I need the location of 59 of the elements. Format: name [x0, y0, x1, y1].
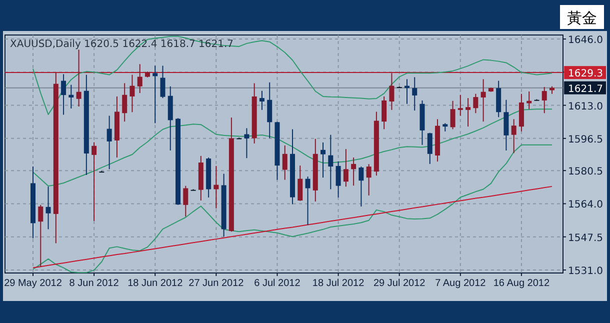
candlestick — [320, 142, 326, 178]
candlestick — [61, 74, 66, 116]
candlestick — [526, 90, 532, 110]
x-tick-label: 29 Jul 2012 — [373, 278, 426, 289]
y-tick-label: 1613.0 — [568, 101, 603, 112]
candlestick — [542, 86, 547, 114]
candlestick — [458, 94, 463, 116]
candlestick — [504, 99, 509, 151]
candlestick — [511, 118, 516, 154]
candlestick — [267, 82, 272, 139]
x-tick-label: 18 Jun 2012 — [128, 278, 184, 289]
candlestick — [76, 49, 82, 107]
candlestick — [305, 176, 310, 226]
candlestick — [473, 93, 478, 114]
candlestick — [214, 165, 219, 209]
candlestick — [336, 161, 341, 198]
candlestick — [38, 204, 44, 268]
candlestick — [351, 157, 356, 186]
y-tick-label: 1646.0 — [568, 35, 603, 46]
candlestick — [480, 78, 486, 122]
x-tick-label: 6 Jul 2012 — [254, 278, 301, 289]
candlestick — [137, 64, 142, 94]
x-tick-label: 8 Jun 2012 — [69, 278, 120, 289]
y-tick-label: 1531.0 — [568, 266, 603, 277]
x-tick-label: 27 Jun 2012 — [188, 278, 244, 289]
candlestick — [450, 100, 456, 130]
candlestick — [389, 72, 394, 110]
candlestick — [343, 148, 348, 188]
x-tick-label: 16 Aug 2012 — [493, 278, 550, 289]
candlestick — [366, 164, 372, 196]
candlestick — [427, 132, 432, 164]
candlestick — [183, 185, 188, 218]
ref-line-label: 1621.7 — [568, 84, 603, 95]
candlestick — [122, 82, 128, 122]
candlestick — [160, 65, 166, 99]
x-tick-label: 7 Aug 2012 — [435, 278, 486, 289]
y-tick-label: 1547.5 — [568, 232, 603, 244]
candlestick — [412, 76, 418, 112]
x-tick-label: 18 Jul 2012 — [312, 278, 365, 289]
candlestick — [382, 96, 387, 130]
y-tick-label: 1564.0 — [568, 200, 603, 211]
candlestick — [404, 78, 410, 104]
candlestick — [46, 186, 51, 230]
candlestick — [328, 134, 334, 190]
y-tick-label: 1580.5 — [568, 166, 603, 178]
candlestick — [259, 90, 264, 110]
candlestick — [244, 128, 250, 159]
candlestick — [298, 165, 303, 202]
chart-title: 黃金 — [567, 9, 597, 27]
candlestick — [358, 166, 364, 208]
candlestick — [130, 74, 135, 113]
candlestick — [68, 84, 74, 110]
candlestick — [282, 144, 288, 180]
ref-line-label: 1629.3 — [568, 68, 603, 80]
candlestick — [106, 115, 112, 170]
x-tick-label: 29 May 2012 — [4, 278, 62, 289]
y-tick-label: 1596.5 — [568, 134, 603, 146]
candlestick — [466, 98, 471, 128]
candlestick — [152, 65, 158, 124]
